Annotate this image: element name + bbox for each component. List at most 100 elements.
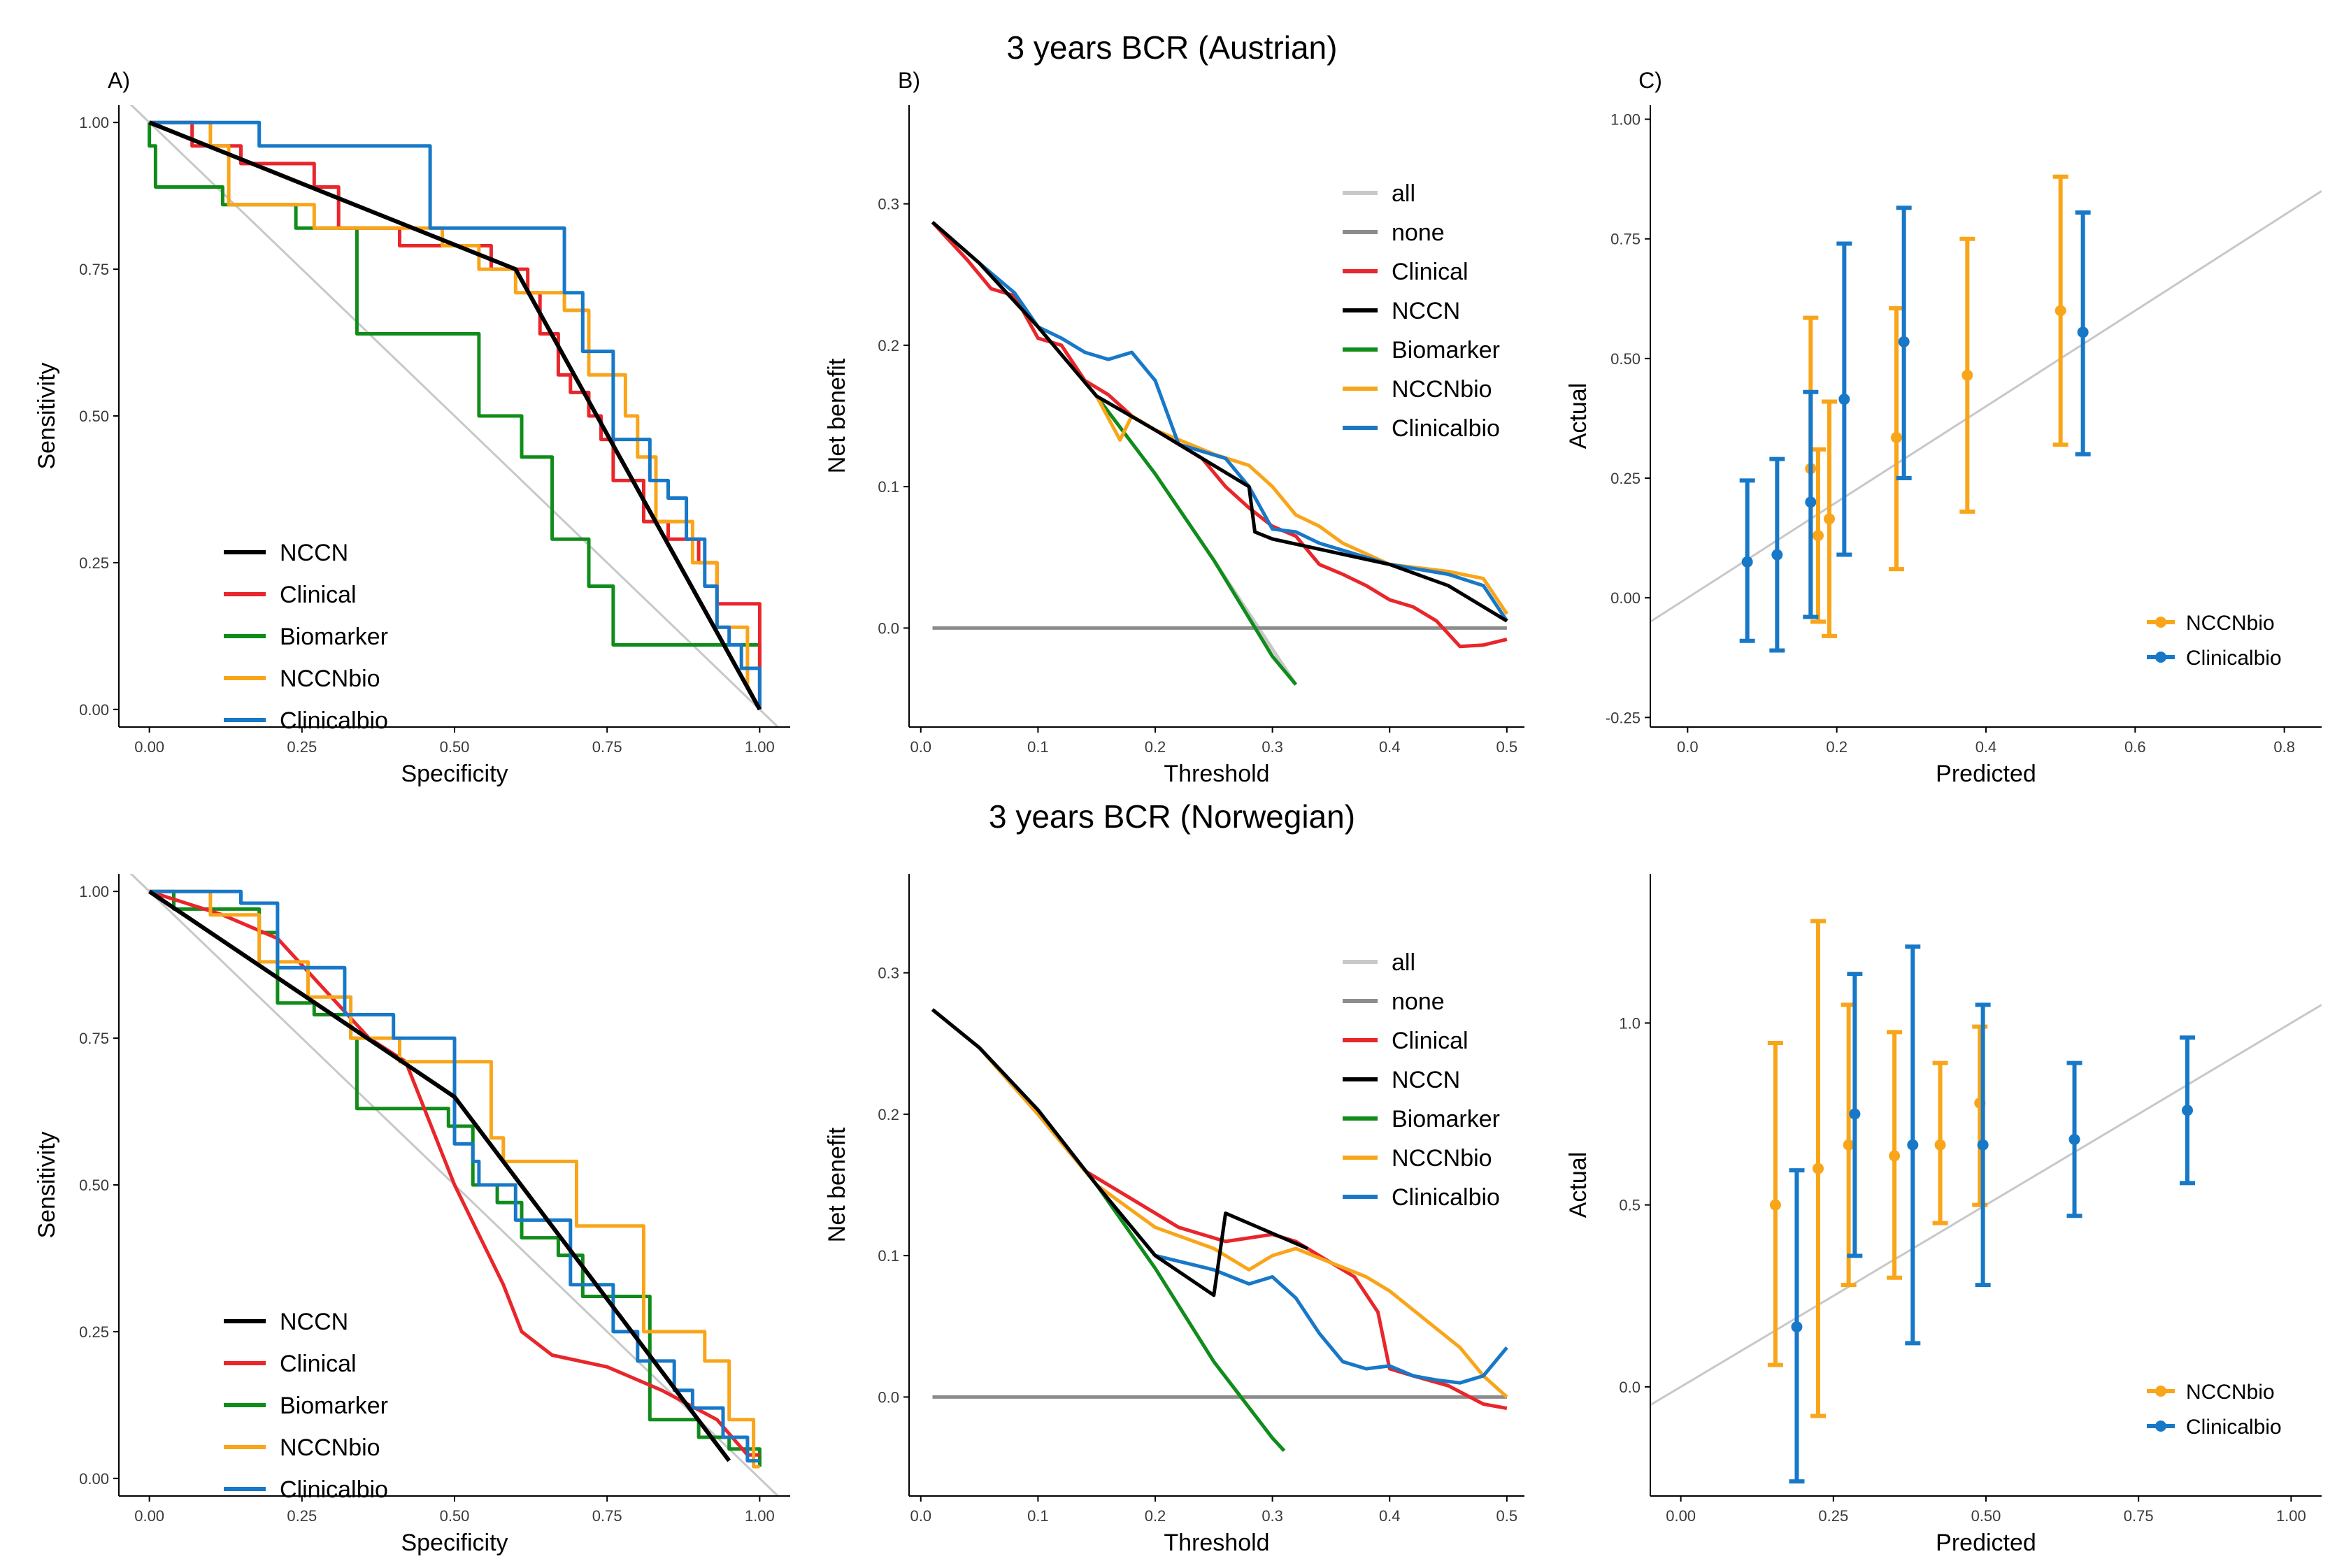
x-tick-label: 0.75 (592, 1507, 622, 1525)
y-tick-label: 1.0 (1619, 1014, 1641, 1032)
x-tick-label: 0.50 (440, 1507, 470, 1525)
reference-line (1650, 189, 2322, 623)
x-tick-label: 0.5 (1496, 1507, 1518, 1525)
series-line-clinical (931, 221, 1508, 649)
y-tick-label: 1.00 (79, 114, 109, 131)
legend-label-clinical: Clinical (1392, 259, 1468, 285)
legend-label-nccnbio: NCCNbio (1392, 376, 1492, 403)
y-tick-label: 0.00 (1610, 589, 1641, 607)
y-tick-label: 1.00 (1610, 111, 1641, 129)
legend-label-nccnbio: NCCNbio (1392, 1145, 1492, 1172)
y-tick-label: 0.3 (878, 965, 899, 982)
series-line-biomarker (148, 122, 762, 686)
point-nccnbio (1813, 530, 1824, 542)
x-tick-label: 0.0 (910, 738, 931, 756)
x-tick-label: 0.1 (1027, 1507, 1049, 1525)
legend-label-nccn: NCCN (1392, 1067, 1460, 1093)
y-tick-label: 0.25 (1610, 470, 1641, 487)
y-tick-label: 0.25 (79, 554, 109, 572)
legend-label-clinicalbio: Clinicalbio (280, 1476, 388, 1503)
chart-panel-2: 0.0 0.1 0.2 0.3 0.4 0.5 0.0 0.1 0.2 0.3 Threshold N… (824, 68, 1524, 787)
series-line-clinicalbio (149, 120, 762, 710)
x-tick-label: 0.4 (1379, 1507, 1401, 1525)
x-tick-label: 0.1 (1027, 738, 1049, 756)
x-tick-label: 0.00 (134, 738, 164, 756)
legend-label-nccn: NCCN (280, 540, 348, 566)
legend-label-none: none (1392, 988, 1445, 1015)
point-clinicalbio (1898, 336, 1910, 347)
y-tick-label: 0.0 (878, 1388, 899, 1406)
x-tick-label: 0.0 (910, 1507, 931, 1525)
row-title-austrian: 3 years BCR (Austrian) (1007, 29, 1338, 66)
y-axis-label: Net benefit (824, 1127, 850, 1242)
panels: 0.00 0.25 0.50 0.75 1.000.000.250.500.751.00… (34, 68, 2322, 1556)
legend-label-nccnbio: NCCNbio (280, 666, 380, 692)
x-axis-label: Threshold (1164, 761, 1269, 787)
y-tick-label: 0.50 (79, 1177, 109, 1194)
y-tick-label: 0.3 (878, 196, 899, 213)
x-tick-label: 0.00 (1666, 1507, 1696, 1525)
legend-label-all: all (1392, 949, 1415, 976)
legend-label-clinicalbio: Clinicalbio (1392, 415, 1500, 442)
x-tick-label: 0.50 (1971, 1507, 2001, 1525)
panel-label: A) (108, 68, 130, 93)
legend-label-clinicalbio: Clinicalbio (280, 707, 388, 734)
legend-dot-clinicalbio (2155, 1420, 2166, 1432)
legend-label-nccnbio: NCCNbio (2186, 612, 2275, 635)
series-line-clinicalbio (149, 889, 760, 1463)
point-nccnbio (2054, 305, 2066, 317)
plot-area (129, 874, 780, 1496)
chart-panel-3: 0.0 0.2 0.4 0.6 0.8 -0.25 0.00 0.25 0.50 0.75 1.00… (1565, 68, 2322, 787)
legend-label-biomarker: Biomarker (280, 624, 388, 650)
legend-label-nccn: NCCN (1392, 298, 1460, 324)
series-line-nccn (931, 221, 1508, 623)
row-title-norwegian: 3 years BCR (Norwegian) (989, 798, 1355, 835)
legend-dot-nccnbio (2155, 617, 2166, 628)
point-clinicalbio (1805, 496, 1817, 508)
legend-dot-clinicalbio (2155, 652, 2166, 663)
series-line-nccn (931, 1008, 1308, 1297)
y-tick-label: 0.1 (878, 478, 899, 496)
y-tick-label: 1.00 (79, 883, 109, 900)
plot-area (1650, 174, 2322, 653)
panel-label: C) (1638, 68, 1662, 93)
y-tick-label: 0.50 (1610, 350, 1641, 368)
point-clinicalbio (2182, 1105, 2193, 1116)
legend-label-clinical: Clinical (280, 1351, 357, 1377)
point-nccnbio (1824, 513, 1835, 525)
x-tick-label: 0.2 (1826, 738, 1848, 756)
y-tick-label: 0.75 (79, 261, 109, 278)
chart-panel-1: 0.00 0.25 0.50 0.75 1.00 0.00 0.25 0.50 0.75 1.00… (34, 68, 790, 787)
point-clinicalbio (2068, 1133, 2080, 1145)
x-tick-label: 0.5 (1496, 738, 1518, 756)
legend-dot-nccnbio (2155, 1386, 2166, 1397)
x-tick-label: 0.2 (1145, 1507, 1166, 1525)
x-tick-label: 1.00 (745, 1507, 775, 1525)
legend-label-none: none (1392, 220, 1445, 246)
y-tick-label: 0.25 (79, 1323, 109, 1341)
series-line-nccnbio (149, 889, 760, 1469)
y-tick-label: 0.0 (878, 619, 899, 637)
x-axis-label: Specificity (401, 761, 508, 787)
x-tick-label: 0.6 (2124, 738, 2146, 756)
legend-label-clinicalbio: Clinicalbio (1392, 1184, 1500, 1211)
point-clinicalbio (2077, 326, 2089, 338)
point-nccnbio (1961, 369, 1973, 381)
y-tick-label: 0.00 (79, 1470, 109, 1488)
point-clinicalbio (1977, 1139, 1989, 1151)
legend-label-nccnbio: NCCNbio (2186, 1381, 2275, 1404)
legend-label-clinicalbio: Clinicalbio (2186, 1416, 2282, 1439)
point-clinicalbio (1907, 1139, 1919, 1151)
point-clinicalbio (1791, 1321, 1803, 1332)
x-tick-label: 0.2 (1145, 738, 1166, 756)
y-axis-label: Net benefit (824, 358, 850, 473)
y-tick-label: 0.75 (1610, 231, 1641, 248)
x-tick-label: 0.3 (1262, 1507, 1283, 1525)
point-clinicalbio (1849, 1108, 1861, 1120)
y-tick-label: -0.25 (1606, 709, 1641, 726)
legend-label-clinicalbio: Clinicalbio (2186, 647, 2282, 670)
x-tick-label: 0.25 (1818, 1507, 1848, 1525)
point-nccnbio (1889, 1150, 1901, 1162)
legend-label-biomarker: Biomarker (280, 1393, 388, 1419)
